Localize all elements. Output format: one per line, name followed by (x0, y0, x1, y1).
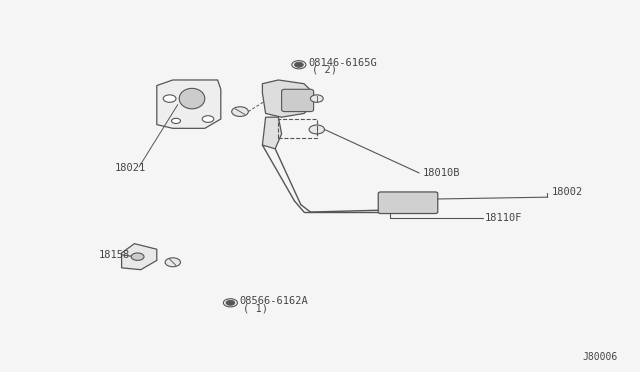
FancyBboxPatch shape (378, 192, 438, 214)
Circle shape (172, 118, 180, 124)
Circle shape (165, 258, 180, 267)
Text: ( 1): ( 1) (243, 303, 268, 313)
Circle shape (202, 116, 214, 122)
Text: 18110F: 18110F (485, 213, 523, 222)
Polygon shape (157, 80, 221, 128)
Circle shape (310, 95, 323, 102)
Polygon shape (122, 244, 157, 270)
Circle shape (232, 107, 248, 116)
Text: 18158: 18158 (99, 250, 131, 260)
Circle shape (163, 95, 176, 102)
Polygon shape (262, 117, 282, 149)
Text: 18010B: 18010B (422, 168, 460, 178)
Polygon shape (262, 80, 314, 117)
Text: 18021: 18021 (115, 163, 147, 173)
Circle shape (226, 300, 235, 305)
Text: 08146-6165G: 08146-6165G (308, 58, 377, 68)
FancyBboxPatch shape (282, 89, 314, 112)
Text: ( 2): ( 2) (312, 65, 337, 75)
Ellipse shape (179, 89, 205, 109)
Text: 18002: 18002 (552, 187, 583, 196)
Text: 08566-6162A: 08566-6162A (239, 296, 308, 306)
Circle shape (294, 62, 303, 67)
Text: J80006: J80006 (582, 352, 618, 362)
Circle shape (131, 253, 144, 260)
Circle shape (309, 125, 324, 134)
